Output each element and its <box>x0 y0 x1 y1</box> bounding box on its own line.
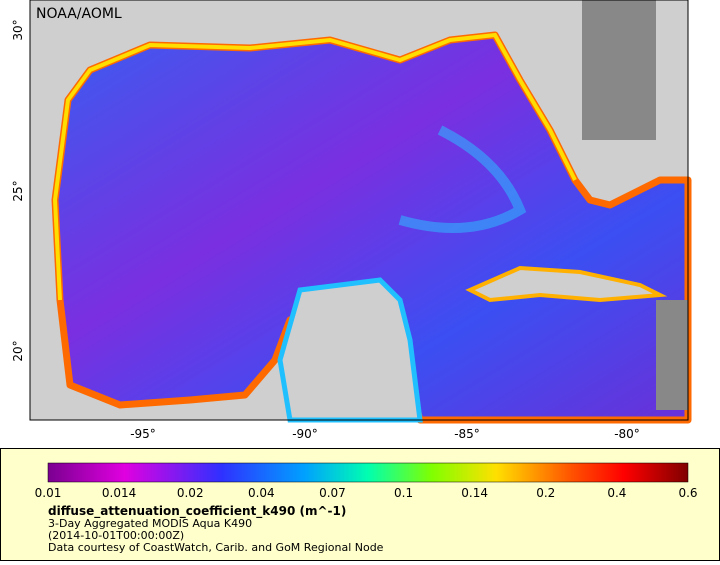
lat-tick: 20° <box>11 340 25 361</box>
yucatan <box>277 277 423 423</box>
colorbar-tick-label: 0.1 <box>394 486 413 500</box>
colorbar-tick-label: 0.014 <box>102 486 136 500</box>
map-label: NOAA/AOML <box>36 6 122 22</box>
axes: 20° 25° 30° -95° -90° -85° -80° <box>11 19 640 441</box>
legend-variable: diffuse_attenuation_coefficient_k490 (m^… <box>48 504 346 519</box>
colorbar-tick-label: 0.2 <box>536 486 555 500</box>
lon-tick: -90° <box>292 427 318 441</box>
colorbar <box>47 462 689 483</box>
loop-current <box>398 125 527 233</box>
coastal-band <box>52 32 577 301</box>
lat-tick: 25° <box>11 180 25 201</box>
legend-line: Data courtesy of CoastWatch, Carib. and … <box>48 541 384 554</box>
colorbar-tick-label: 0.04 <box>248 486 275 500</box>
lon-tick: -80° <box>614 427 640 441</box>
map-frame <box>29 0 689 421</box>
no-data <box>656 300 688 410</box>
legend-line: 3-Day Aggregated MODIS Aqua K490 <box>48 517 252 530</box>
colorbar-tick-label: 0.4 <box>607 486 626 500</box>
colorbar-tick-label: 0.01 <box>35 486 62 500</box>
lon-tick: -95° <box>130 427 156 441</box>
legend: 0.01 0.014 0.02 0.04 0.07 0.1 0.14 0.2 0.4 0.6 di… <box>0 448 720 561</box>
cuba <box>465 265 668 303</box>
no-data <box>582 0 656 140</box>
colorbar-tick-label: 0.14 <box>461 486 488 500</box>
colorbar-ticks: 0.01 0.014 0.02 0.04 0.07 0.1 0.14 0.2 0.4 0.6 <box>35 486 698 500</box>
legend-line: (2014-10-01T00:00:00Z) <box>48 529 184 542</box>
colorbar-tick-label: 0.07 <box>319 486 346 500</box>
colorbar-tick-label: 0.6 <box>678 486 697 500</box>
lon-tick: -85° <box>454 427 480 441</box>
map: NOAA/AOML <box>29 0 692 424</box>
colorbar-tick-label: 0.02 <box>177 486 204 500</box>
lat-tick: 30° <box>11 19 25 40</box>
